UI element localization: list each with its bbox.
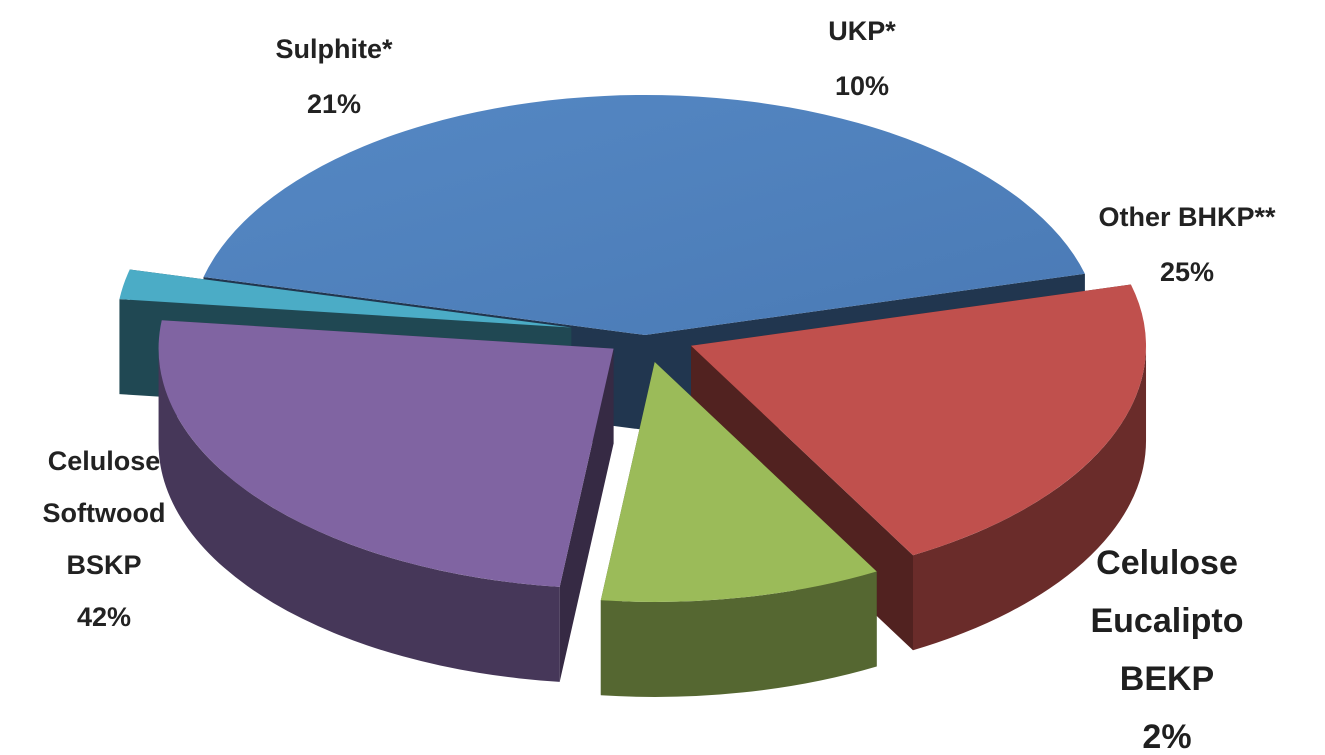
label-softwood-line2: Softwood: [43, 498, 166, 528]
label-sulphite-value: 21%: [307, 89, 361, 119]
label-eucalipto-line1: Celulose: [1096, 544, 1238, 582]
pie-slices: [119, 95, 1146, 697]
label-softwood-line3: BSKP: [66, 550, 141, 580]
label-other-bhkp-value: 25%: [1160, 257, 1214, 287]
label-sulphite: Sulphite* 21%: [275, 34, 392, 119]
label-eucalipto-value: 2%: [1142, 718, 1191, 755]
label-softwood-line1: Celulose: [48, 446, 161, 476]
label-other-bhkp-name: Other BHKP**: [1098, 202, 1276, 232]
label-eucalipto-line3: BEKP: [1120, 660, 1214, 698]
label-eucalipto-line2: Eucalipto: [1090, 602, 1243, 640]
label-softwood-value: 42%: [77, 602, 131, 632]
label-other-bhkp: Other BHKP** 25%: [1098, 202, 1276, 287]
label-ukp-name: UKP*: [828, 16, 896, 46]
label-softwood-bskp: Celulose Softwood BSKP 42%: [43, 446, 166, 632]
footnote-mark: a: [522, 746, 539, 755]
label-ukp-value: 10%: [835, 71, 889, 101]
label-sulphite-name: Sulphite*: [275, 34, 392, 64]
label-ukp: UKP* 10%: [828, 16, 896, 101]
label-eucalipto-bekp: Celulose Eucalipto BEKP 2%: [1090, 544, 1243, 755]
